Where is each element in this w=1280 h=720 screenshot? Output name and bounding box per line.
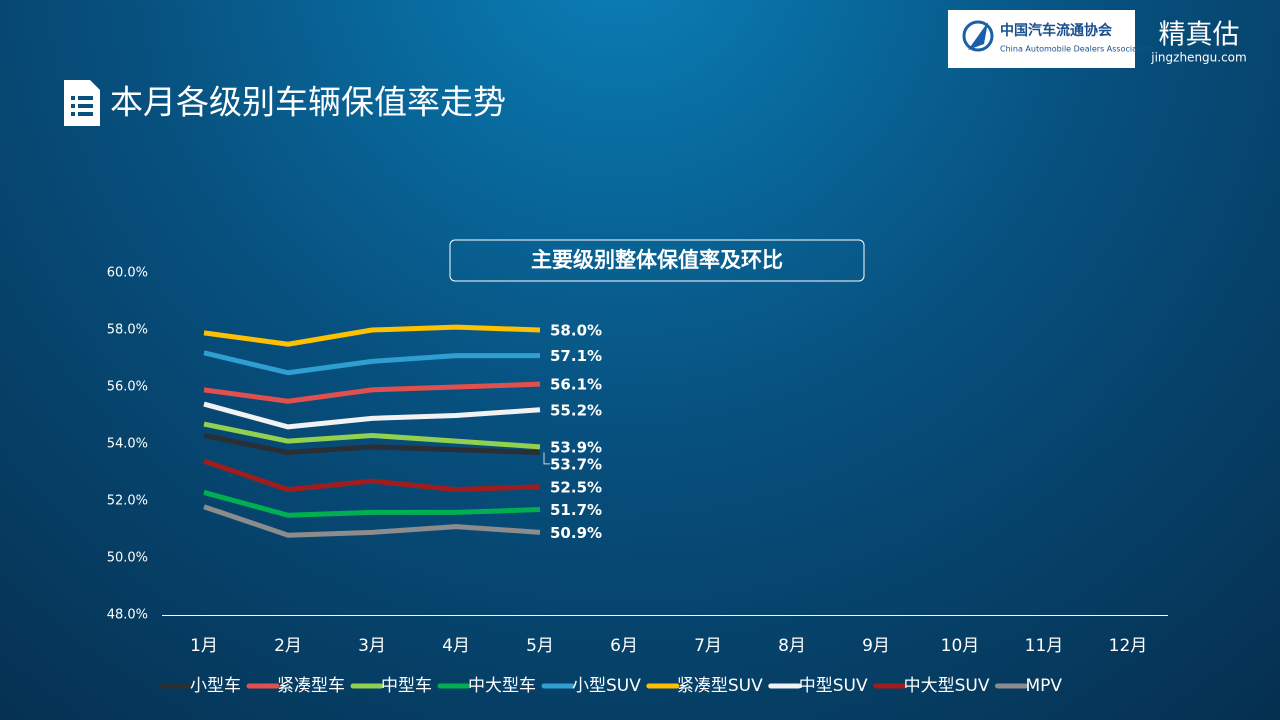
doc-icon — [64, 80, 100, 126]
logo-icon — [962, 20, 994, 52]
doc-icon-bullet — [71, 96, 75, 100]
y-tick-label: 56.0% — [107, 380, 148, 395]
data-label: 57.1% — [550, 347, 602, 365]
legend-label: 紧凑型SUV — [677, 676, 763, 696]
legend-label: 中型SUV — [799, 676, 868, 696]
series-line — [203, 401, 541, 430]
x-tick-label: 5月 — [526, 636, 554, 656]
data-label: 53.7% — [550, 455, 602, 473]
series-line — [203, 324, 541, 347]
legend-label: 小型SUV — [572, 676, 641, 696]
x-tick-label: 3月 — [358, 636, 386, 656]
x-tick-label: 12月 — [1109, 636, 1148, 656]
logo-icon-mark — [968, 22, 988, 50]
logo-cn: 中国汽车流通协会 — [1000, 22, 1113, 39]
series-line — [203, 421, 541, 450]
brand: 精真估 — [1159, 20, 1240, 51]
x-tick-label: 10月 — [941, 636, 980, 656]
y-tick-label: 50.0% — [107, 551, 148, 566]
y-tick-label: 52.0% — [107, 494, 148, 509]
legend-label: 紧凑型车 — [277, 676, 345, 696]
data-label: 53.9% — [550, 438, 602, 456]
y-tick-label: 54.0% — [107, 437, 148, 452]
x-tick-label: 8月 — [778, 636, 806, 656]
series-line — [203, 490, 541, 518]
legend-label: 小型车 — [190, 676, 241, 696]
series-line — [203, 458, 541, 493]
doc-icon-bullet — [71, 112, 75, 116]
legend-label: 中大型SUV — [904, 676, 990, 696]
y-tick-label: 60.0% — [107, 266, 148, 281]
legend-label: 中型车 — [381, 676, 432, 696]
doc-icon-line — [78, 96, 93, 100]
label-leader — [543, 452, 550, 465]
y-tick-label: 58.0% — [107, 323, 148, 338]
x-tick-label: 2月 — [274, 636, 302, 656]
data-label: 52.5% — [550, 478, 602, 496]
y-tick-label: 48.0% — [107, 608, 148, 623]
x-tick-label: 9月 — [862, 636, 890, 656]
doc-icon-line — [78, 104, 93, 108]
page-title: 本月各级别车辆保值率走势 — [110, 83, 506, 122]
doc-icon-line — [78, 112, 93, 116]
x-tick-label: 11月 — [1025, 636, 1064, 656]
chart-title: 主要级别整体保值率及环比 — [531, 248, 783, 272]
x-tick-label: 1月 — [190, 636, 218, 656]
x-tick-label: 4月 — [442, 636, 470, 656]
doc-icon-bullet — [71, 104, 75, 108]
data-label: 51.7% — [550, 501, 602, 519]
legend-label: 中大型车 — [468, 676, 536, 696]
data-label: 56.1% — [550, 376, 602, 394]
series-line — [203, 433, 541, 456]
series-line — [203, 381, 541, 404]
data-label: 55.2% — [550, 401, 602, 419]
logo: 中国汽车流通协会 China Automobile Dealers Associ… — [948, 10, 1152, 68]
series-line — [203, 504, 541, 538]
x-tick-label: 7月 — [694, 636, 722, 656]
title-icon — [64, 80, 100, 126]
logo-en: China Automobile Dealers Association — [1000, 45, 1152, 54]
chart-title-box — [449, 239, 865, 282]
legend-label: MPV — [1026, 676, 1063, 696]
brand-url: jingzhengu.com — [1150, 51, 1246, 65]
x-tick-label: 6月 — [610, 636, 638, 656]
data-label: 50.9% — [550, 524, 602, 542]
series-line — [203, 350, 540, 376]
data-label: 58.0% — [550, 322, 602, 340]
